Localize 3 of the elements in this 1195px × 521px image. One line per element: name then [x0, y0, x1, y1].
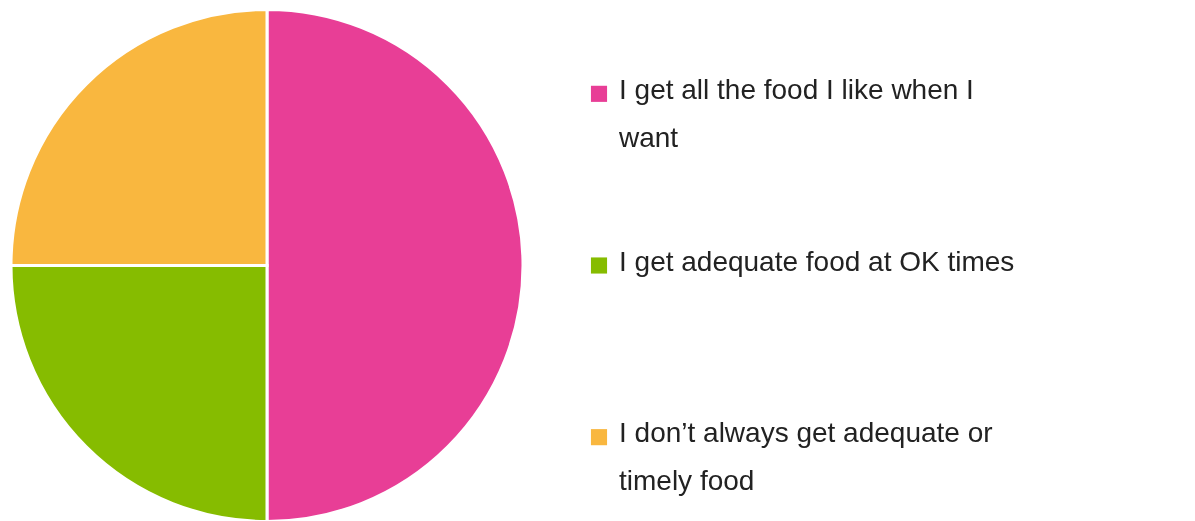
legend-label: I get all the food I like when I want — [618, 73, 974, 153]
legend-label: I don’t always get adequate or timely food — [619, 417, 993, 497]
legend-label: I get adequate food at OK times — [619, 245, 1015, 277]
